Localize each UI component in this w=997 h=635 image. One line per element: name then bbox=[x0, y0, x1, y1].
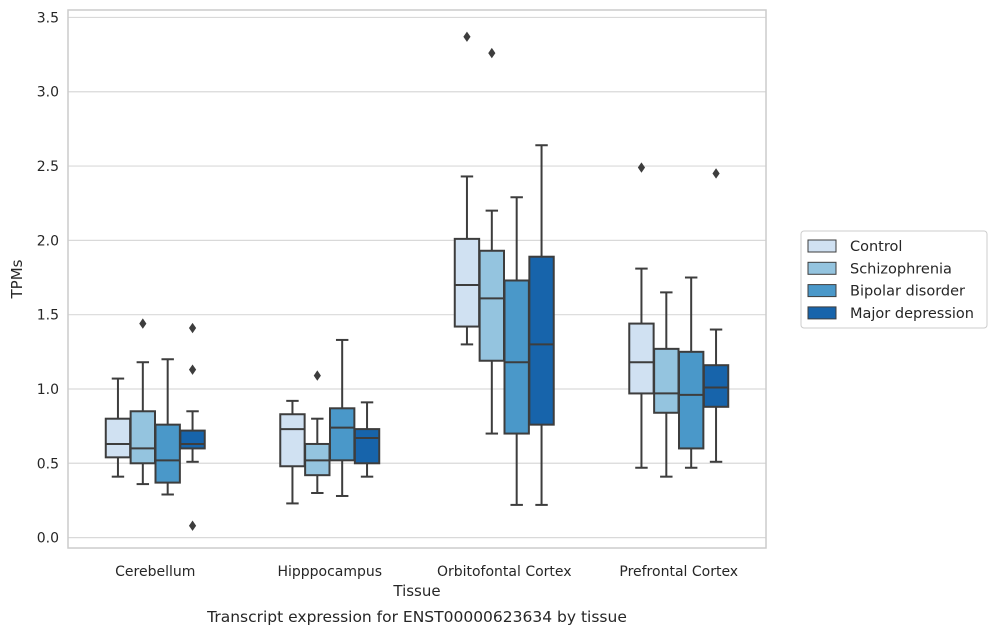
box-schizophrenia-0 bbox=[129, 318, 157, 486]
gridlines bbox=[68, 16, 766, 539]
y-axis-ticks: 0.0 0.5 1.0 1.5 2.0 2.5 3.0 3.5 bbox=[37, 10, 59, 546]
legend-label: Major depression bbox=[850, 306, 974, 322]
x-axis-ticks: Cerebellum Hipppocampus Orbitofontal Corte… bbox=[115, 564, 738, 580]
box-schizophrenia-2 bbox=[478, 47, 506, 435]
y-tick-label: 1.5 bbox=[37, 308, 59, 324]
box-major-depression-0 bbox=[179, 322, 206, 531]
outlier-point bbox=[139, 318, 147, 329]
chart-caption: Transcript expression for ENST0000062363… bbox=[206, 608, 627, 626]
box-iqr bbox=[478, 249, 506, 362]
box-plots bbox=[104, 31, 730, 531]
box-iqr bbox=[179, 429, 206, 450]
y-tick-label: 3.0 bbox=[37, 85, 59, 101]
outlier-point bbox=[188, 322, 197, 334]
plot-frame bbox=[67, 9, 767, 549]
box-schizophrenia-3 bbox=[653, 291, 680, 478]
x-tick-label: Orbitofontal Cortex bbox=[437, 564, 572, 580]
y-tick-label: 2.5 bbox=[37, 159, 59, 175]
outlier-point bbox=[488, 47, 496, 59]
box-bipolar-disorder-2 bbox=[503, 196, 530, 506]
box-iqr bbox=[653, 347, 680, 414]
box-control-0 bbox=[104, 377, 132, 478]
box-iqr bbox=[503, 279, 530, 435]
box-iqr bbox=[129, 410, 157, 465]
box-iqr bbox=[353, 428, 381, 465]
legend-label: Control bbox=[850, 239, 902, 255]
y-tick-label: 3.5 bbox=[37, 10, 59, 26]
box-iqr bbox=[279, 413, 306, 468]
box-bipolar-disorder-1 bbox=[328, 338, 356, 497]
box-major-depression-2 bbox=[528, 144, 555, 506]
box-iqr bbox=[154, 423, 181, 484]
box-iqr bbox=[528, 255, 555, 426]
legend-label: Bipolar disorder bbox=[850, 284, 965, 300]
y-tick-label: 1.0 bbox=[37, 382, 59, 398]
outlier-point bbox=[637, 162, 646, 173]
outlier-point bbox=[463, 31, 471, 42]
box-iqr bbox=[628, 322, 655, 395]
outlier-point bbox=[188, 364, 197, 375]
outlier-point bbox=[313, 370, 321, 381]
y-axis-title: TPMs bbox=[8, 259, 26, 299]
y-tick-label: 2.0 bbox=[37, 233, 59, 249]
legend-swatch bbox=[807, 239, 837, 253]
x-axis-title: Tissue bbox=[392, 582, 440, 600]
x-tick-label: Cerebellum bbox=[115, 564, 195, 580]
legend-swatch bbox=[807, 284, 837, 298]
legend-swatch bbox=[807, 306, 837, 320]
y-tick-label: 0.0 bbox=[37, 531, 59, 547]
box-iqr bbox=[702, 364, 730, 408]
box-control-2 bbox=[453, 31, 481, 346]
outlier-point bbox=[188, 520, 197, 531]
box-iqr bbox=[677, 350, 705, 450]
legend-swatch bbox=[807, 261, 837, 275]
legend-frame bbox=[800, 230, 988, 329]
x-tick-label: Prefrontal Cortex bbox=[619, 564, 738, 580]
box-iqr bbox=[104, 417, 132, 459]
legend-label: Schizophrenia bbox=[850, 261, 952, 277]
legend: Control Schizophrenia Bipolar disorder Majo… bbox=[800, 230, 988, 329]
y-tick-label: 0.5 bbox=[37, 456, 59, 472]
box-bipolar-disorder-0 bbox=[154, 358, 181, 496]
box-bipolar-disorder-3 bbox=[677, 276, 705, 469]
box-control-1 bbox=[279, 399, 306, 505]
outlier-point bbox=[712, 168, 720, 179]
x-tick-label: Hipppocampus bbox=[277, 564, 382, 580]
box-iqr bbox=[328, 407, 356, 462]
box-major-depression-3 bbox=[702, 168, 730, 463]
box-major-depression-1 bbox=[353, 401, 381, 478]
box-iqr bbox=[453, 237, 481, 328]
